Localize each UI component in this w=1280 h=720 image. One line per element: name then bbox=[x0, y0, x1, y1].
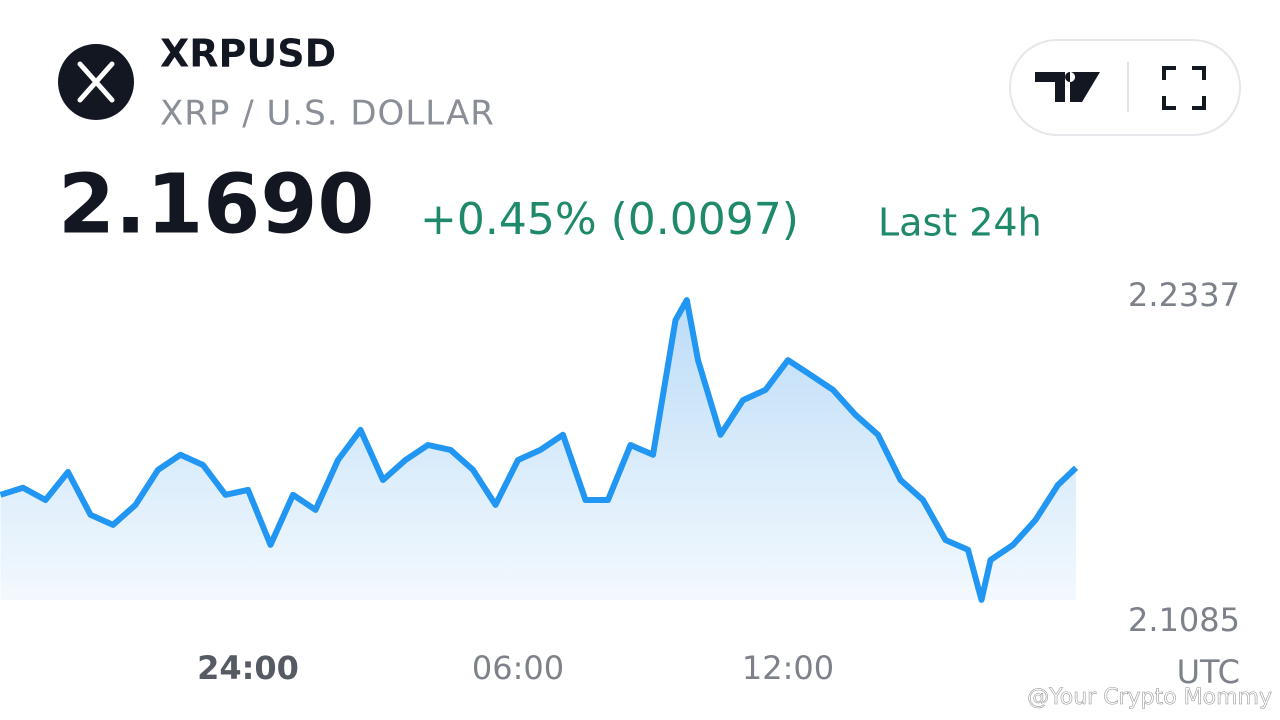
watermark: @Your Crypto Mommy bbox=[1027, 685, 1272, 710]
tradingview-button[interactable] bbox=[1035, 72, 1100, 102]
price-line bbox=[0, 297, 1079, 603]
x-tick-label: 06:00 bbox=[472, 649, 564, 687]
plot: 2.1085 2.2337 24:00 06:00 12:00 bbox=[0, 276, 1240, 687]
x-tick-label: 12:00 bbox=[742, 649, 834, 687]
symbol: XRPUSD bbox=[160, 32, 336, 76]
x-tick-label: 24:00 bbox=[197, 649, 299, 687]
y-tick-label: 2.2337 bbox=[1128, 276, 1240, 314]
y-tick-label: 2.1085 bbox=[1128, 601, 1240, 639]
price-change: +0.45% (0.0097) bbox=[420, 194, 799, 245]
logo-mark bbox=[77, 61, 115, 103]
symbol-name: XRP / U.S. DOLLAR bbox=[160, 94, 495, 134]
x-axis-label: UTC bbox=[1177, 653, 1240, 691]
fullscreen-button[interactable] bbox=[1162, 66, 1206, 110]
price: 2.1690 bbox=[58, 157, 374, 252]
period: Last 24h bbox=[878, 201, 1042, 245]
toolbar bbox=[1009, 39, 1241, 136]
